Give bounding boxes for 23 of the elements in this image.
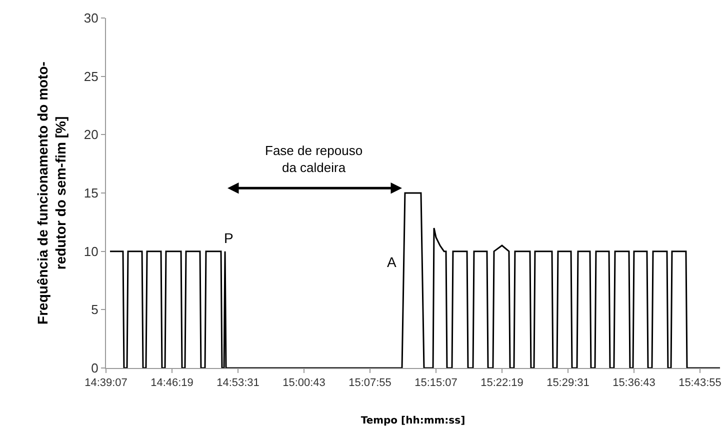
x-tick-label: 15:29:31 — [546, 377, 590, 390]
x-tick-label: 15:36:43 — [612, 377, 656, 390]
x-tick-label: 15:00:43 — [282, 377, 326, 390]
x-tick-label: 14:46:19 — [150, 377, 194, 390]
annotation: A — [387, 254, 397, 270]
x-tick-label: 15:15:07 — [414, 377, 458, 390]
x-tick-label: 15:07:55 — [348, 377, 392, 390]
y-tick-label: 30 — [84, 10, 98, 26]
y-tick-label: 20 — [84, 127, 98, 142]
x-tick-label: 14:53:31 — [216, 377, 260, 390]
y-axis-title: Frequência de funcionamento do moto- redutor do sem-fim [%] — [34, 61, 69, 324]
line-series — [109, 192, 720, 368]
annotation: Fase de repouso da caldeira — [265, 143, 363, 175]
annotation: P — [224, 230, 234, 246]
y-tick-label: 5 — [91, 302, 98, 318]
x-tick-label: 14:39:07 — [84, 377, 128, 390]
y-tick-label: 15 — [84, 186, 98, 201]
x-tick-label: 15:43:55 — [678, 377, 722, 390]
x-axis-title: Tempo [hh:mm:ss] — [360, 416, 466, 427]
y-tick-label: 0 — [91, 360, 98, 376]
y-tick-label: 25 — [84, 68, 98, 84]
x-tick-label: 15:22:19 — [480, 377, 524, 390]
y-tick-label: 10 — [84, 244, 98, 259]
